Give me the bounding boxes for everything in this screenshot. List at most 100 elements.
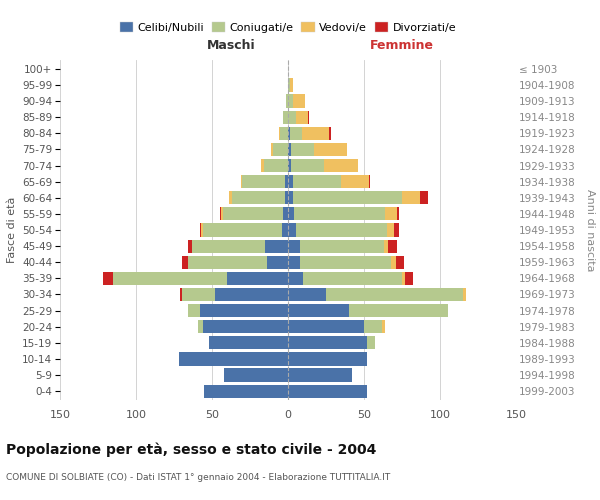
Bar (349, 304, 448, 317)
Bar (188, 240, 192, 252)
Bar (267, 256, 288, 269)
Y-axis label: Fasce di età: Fasce di età (7, 197, 17, 263)
Bar (290, 126, 302, 140)
Bar (202, 224, 203, 236)
Text: Popolazione per età, sesso e stato civile - 2004: Popolazione per età, sesso e stato civil… (6, 442, 376, 457)
Bar (402, 272, 405, 285)
Bar (288, 143, 291, 156)
Bar (308, 110, 309, 124)
Text: Femmine: Femmine (370, 39, 434, 52)
Bar (182, 288, 215, 301)
Bar (288, 256, 300, 269)
Bar (288, 320, 364, 334)
Bar (296, 110, 308, 124)
Bar (220, 208, 221, 220)
Bar (224, 368, 288, 382)
Bar (288, 240, 300, 252)
Bar (300, 240, 384, 252)
Bar (283, 208, 288, 220)
Bar (288, 78, 290, 92)
Bar (280, 126, 288, 140)
Bar (329, 126, 331, 140)
Bar (282, 224, 288, 236)
Bar (288, 94, 293, 108)
Bar (179, 352, 288, 366)
Legend: Celibi/Nubili, Coniugati/e, Vedovi/e, Divorziati/e: Celibi/Nubili, Coniugati/e, Vedovi/e, Di… (115, 18, 461, 38)
Bar (384, 240, 388, 252)
Text: COMUNE DI SOLBIATE (CO) - Dati ISTAT 1° gennaio 2004 - Elaborazione TUTTITALIA.I: COMUNE DI SOLBIATE (CO) - Dati ISTAT 1° … (6, 472, 390, 482)
Bar (391, 256, 396, 269)
Bar (293, 175, 341, 188)
Bar (203, 224, 282, 236)
Bar (221, 208, 223, 220)
Bar (288, 224, 296, 236)
Bar (397, 208, 399, 220)
Bar (229, 191, 232, 204)
Bar (227, 272, 288, 285)
Bar (209, 336, 288, 349)
Bar (180, 288, 182, 301)
Bar (291, 159, 325, 172)
Bar (463, 288, 466, 301)
Bar (288, 110, 296, 124)
Bar (200, 304, 288, 317)
Bar (385, 208, 397, 220)
Bar (242, 175, 285, 188)
Bar (288, 304, 349, 317)
Text: Maschi: Maschi (206, 39, 256, 52)
Bar (271, 143, 273, 156)
Bar (273, 143, 288, 156)
Bar (288, 159, 291, 172)
Bar (263, 159, 288, 172)
Bar (286, 94, 288, 108)
Bar (288, 384, 367, 398)
Bar (293, 191, 402, 204)
Bar (205, 384, 288, 398)
Bar (182, 256, 188, 269)
Bar (283, 110, 288, 124)
Bar (368, 175, 370, 188)
Bar (232, 191, 285, 204)
Bar (314, 143, 347, 156)
Bar (188, 304, 200, 317)
Bar (303, 272, 402, 285)
Bar (200, 224, 202, 236)
Bar (291, 143, 314, 156)
Bar (394, 224, 399, 236)
Bar (285, 175, 288, 188)
Y-axis label: Anni di nascita: Anni di nascita (585, 188, 595, 271)
Bar (279, 126, 280, 140)
Bar (288, 208, 294, 220)
Bar (302, 126, 329, 140)
Bar (223, 208, 283, 220)
Bar (288, 126, 290, 140)
Bar (113, 272, 227, 285)
Bar (290, 78, 293, 92)
Bar (405, 272, 413, 285)
Bar (188, 256, 267, 269)
Bar (260, 159, 263, 172)
Bar (241, 175, 242, 188)
Bar (382, 320, 385, 334)
Bar (296, 224, 387, 236)
Bar (388, 240, 397, 252)
Bar (300, 256, 391, 269)
Bar (288, 288, 326, 301)
Bar (192, 240, 265, 252)
Bar (288, 352, 367, 366)
Bar (293, 94, 305, 108)
Bar (326, 288, 463, 301)
Bar (215, 288, 288, 301)
Bar (103, 272, 113, 285)
Bar (387, 224, 394, 236)
Bar (288, 272, 303, 285)
Bar (341, 175, 368, 188)
Bar (199, 320, 203, 334)
Bar (288, 191, 293, 204)
Bar (288, 175, 293, 188)
Bar (364, 320, 382, 334)
Bar (265, 240, 288, 252)
Bar (203, 320, 288, 334)
Bar (285, 191, 288, 204)
Bar (396, 256, 404, 269)
